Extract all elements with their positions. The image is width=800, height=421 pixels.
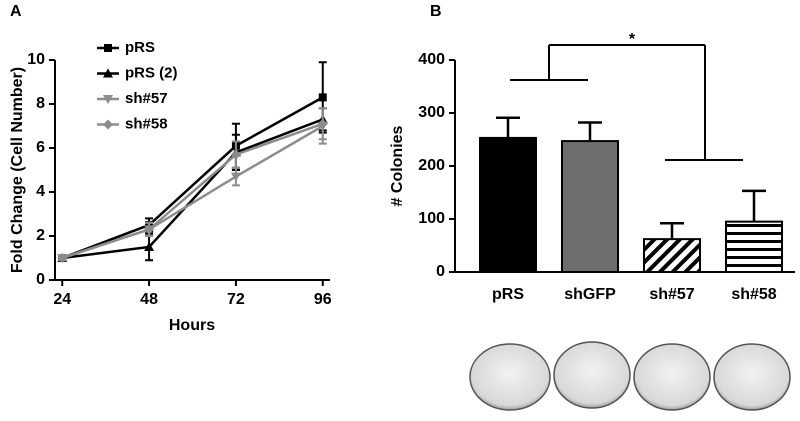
y-tick-label: 10 <box>27 51 45 68</box>
marker <box>57 253 68 263</box>
error-bar <box>578 121 602 142</box>
significance-star: * <box>629 31 636 48</box>
panel-label: B <box>430 3 442 20</box>
y-tick-label: 0 <box>36 271 45 288</box>
marker <box>144 242 155 251</box>
y-tick-label: 4 <box>36 183 45 200</box>
series-line <box>61 122 324 260</box>
bar <box>479 136 537 273</box>
bar <box>643 238 701 273</box>
x-tick-label: shGFP <box>564 286 616 303</box>
bar <box>725 220 783 273</box>
y-tick-label: 100 <box>418 210 445 227</box>
legend-marker <box>104 44 112 52</box>
x-tick-label: 72 <box>227 291 245 308</box>
marker <box>318 93 327 102</box>
series-line <box>61 96 324 260</box>
series-line <box>62 118 324 260</box>
x-tick-label: sh#58 <box>731 286 776 303</box>
bar <box>561 140 619 273</box>
x-tick-label: pRS <box>492 286 524 303</box>
legend-marker <box>103 95 113 104</box>
x-tick-label: 96 <box>314 291 332 308</box>
x-tick-label: 48 <box>140 291 158 308</box>
legend-marker <box>103 119 113 130</box>
x-axis-label: Hours <box>169 317 215 334</box>
panel-label: A <box>10 3 22 20</box>
y-axis-label: Fold Change (Cell Number) <box>9 67 26 273</box>
y-tick-label: 2 <box>36 227 45 244</box>
legend-label: pRS <box>125 39 155 56</box>
x-tick-label: 24 <box>53 291 71 308</box>
marker <box>317 118 328 129</box>
error-bar <box>660 221 684 240</box>
marker <box>144 224 155 235</box>
legend-label: pRS (2) <box>125 64 178 81</box>
legend-label: sh#57 <box>125 90 168 107</box>
marker <box>230 149 241 160</box>
error-bar <box>742 189 766 222</box>
x-tick-label: sh#57 <box>649 286 694 303</box>
y-axis-label: # Colonies <box>389 125 406 206</box>
marker <box>230 172 241 182</box>
y-tick-label: 6 <box>36 139 45 156</box>
significance-bracket <box>510 44 743 161</box>
error-bar <box>496 116 520 138</box>
legend-label: sh#58 <box>125 115 168 132</box>
y-tick-label: 0 <box>436 263 445 280</box>
y-tick-label: 8 <box>36 95 45 112</box>
y-tick-label: 200 <box>418 157 445 174</box>
y-tick-label: 400 <box>418 51 445 68</box>
y-tick-label: 300 <box>418 104 445 121</box>
colony-plates <box>469 341 791 411</box>
legend-marker <box>103 68 113 78</box>
